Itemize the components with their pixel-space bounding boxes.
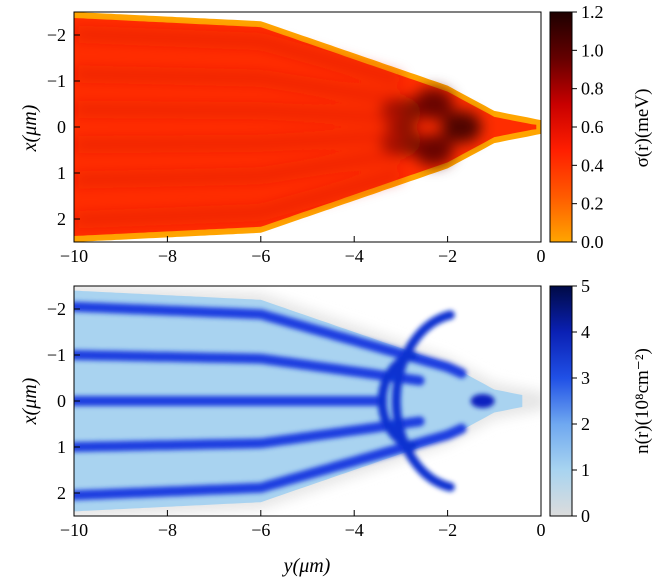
density-stripe bbox=[74, 423, 467, 501]
x-tick-label: −6 bbox=[251, 520, 270, 540]
x-tick-label: 0 bbox=[537, 246, 546, 266]
colorbar-tick-label: 4 bbox=[581, 322, 590, 342]
density-arc bbox=[391, 310, 455, 492]
density-stripe bbox=[74, 301, 467, 379]
x-tick-label: −8 bbox=[158, 520, 177, 540]
y-tick-label: 0 bbox=[57, 391, 66, 411]
y-axis-ticks-top: −2 −1 0 1 2 bbox=[47, 25, 80, 229]
density-stripe bbox=[74, 350, 425, 386]
sigma-streak bbox=[74, 131, 402, 150]
density-stripes bbox=[74, 301, 495, 501]
x-tick-label: 0 bbox=[537, 520, 546, 540]
x-axis-label-bottom: y(μm) bbox=[282, 555, 331, 577]
colorbar-tick-label: 0.4 bbox=[581, 155, 604, 175]
y-tick-label: 1 bbox=[57, 437, 66, 457]
y-axis-ticks-bottom: −2 −1 0 1 2 bbox=[47, 299, 80, 503]
sigma-streak bbox=[74, 69, 402, 105]
density-colorbar: 0 1 2 3 4 5 n(r)(10⁸cm⁻²) bbox=[549, 276, 653, 526]
colorbar-tick-label: 1 bbox=[581, 460, 590, 480]
y-axis-label-top: x(μm) bbox=[19, 104, 41, 152]
x-tick-label: −2 bbox=[438, 246, 457, 266]
x-tick-label: −10 bbox=[60, 246, 88, 266]
colorbar-tick-label: 2 bbox=[581, 414, 590, 434]
colorbar-tick-label: 5 bbox=[581, 276, 590, 296]
x-tick-label: −4 bbox=[345, 520, 364, 540]
x-axis-ticks-bottom: −10 −8 −6 −4 −2 0 bbox=[60, 510, 546, 540]
y-tick-label: 1 bbox=[57, 163, 66, 183]
density-tip-spot bbox=[470, 394, 495, 408]
sigma-streak bbox=[74, 29, 403, 85]
sigma-peak bbox=[441, 111, 482, 143]
colorbar-tick-label: 0 bbox=[581, 506, 590, 526]
x-tick-label: −6 bbox=[251, 246, 270, 266]
colorbar-ticks-bottom: 0 1 2 3 4 5 bbox=[572, 276, 590, 526]
sigma-streak bbox=[74, 149, 402, 185]
colorbar-tick-label: 0.8 bbox=[581, 79, 604, 99]
sigma-streak bbox=[74, 104, 402, 123]
colorbar-tick-label: 0.6 bbox=[581, 117, 604, 137]
x-tick-label: −2 bbox=[438, 520, 457, 540]
x-axis-ticks-top: −10 −8 −6 −4 −2 0 bbox=[60, 236, 546, 266]
y-tick-label: 0 bbox=[57, 117, 66, 137]
colorbar-tick-label: 1.0 bbox=[581, 40, 604, 60]
y-tick-label: −1 bbox=[47, 345, 66, 365]
x-tick-label: −4 bbox=[345, 246, 364, 266]
colorbar-tick-label: 0.0 bbox=[581, 232, 604, 252]
y-axis-label-bottom: x(μm) bbox=[19, 377, 41, 425]
density-stripe bbox=[74, 416, 425, 452]
colorbar-label-top: σ(r)(meV) bbox=[632, 89, 653, 168]
colorbar-tick-label: 1.2 bbox=[581, 2, 604, 22]
colorbar-ticks-top: 0.0 0.2 0.4 0.6 0.8 1.0 1.2 bbox=[572, 2, 604, 252]
y-tick-label: −2 bbox=[47, 299, 66, 319]
colorbar-gradient-bottom bbox=[549, 285, 573, 517]
sigma-colorbar: 0.0 0.2 0.4 0.6 0.8 1.0 1.2 σ(r)(meV) bbox=[549, 2, 653, 252]
sigma-peak bbox=[413, 88, 454, 120]
colorbar-tick-label: 3 bbox=[581, 368, 590, 388]
colorbar-gradient-top bbox=[549, 11, 573, 243]
sigma-streak bbox=[74, 169, 403, 225]
x-tick-label: −8 bbox=[158, 246, 177, 266]
y-tick-label: −2 bbox=[47, 25, 66, 45]
y-tick-label: 2 bbox=[57, 483, 66, 503]
colorbar-label-bottom: n(r)(10⁸cm⁻²) bbox=[632, 348, 653, 454]
density-arc bbox=[377, 351, 418, 451]
y-tick-label: −1 bbox=[47, 71, 66, 91]
y-tick-label: 2 bbox=[57, 209, 66, 229]
sigma-peak bbox=[413, 134, 454, 166]
colorbar-tick-label: 0.2 bbox=[581, 194, 604, 214]
x-tick-label: −10 bbox=[60, 520, 88, 540]
sigma-dark-spots bbox=[74, 29, 482, 225]
